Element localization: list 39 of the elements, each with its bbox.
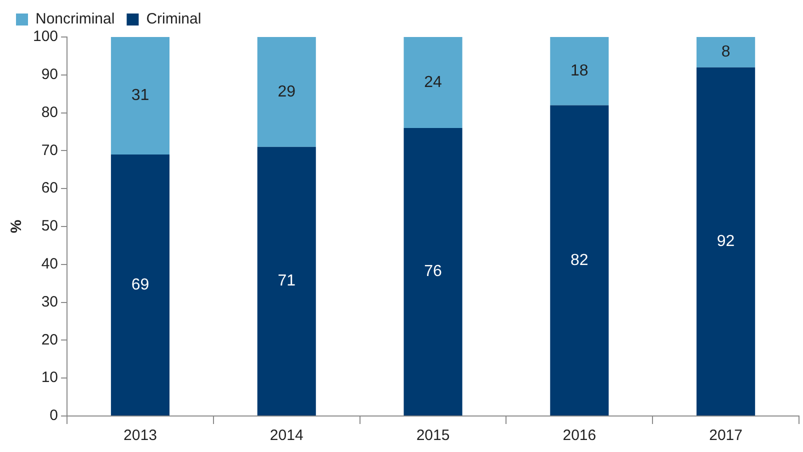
bar [257, 37, 316, 147]
x-tick-label: 2015 [416, 427, 450, 444]
bar [404, 128, 462, 416]
legend-label: Noncriminal [36, 10, 115, 28]
y-tick-label: 70 [41, 142, 58, 159]
y-tick-label: 90 [41, 66, 58, 84]
y-tick-label: 60 [41, 180, 58, 197]
data-label: 71 [278, 272, 296, 290]
legend-label: Criminal [146, 10, 202, 28]
y-tick-label: 100 [32, 28, 58, 46]
bar [110, 154, 170, 416]
y-tick-label: 40 [41, 256, 58, 273]
data-label: 8 [721, 44, 730, 61]
x-tick-label: 2017 [709, 427, 742, 444]
bar [696, 67, 756, 416]
y-tick-label: 30 [41, 293, 58, 310]
data-label: 29 [278, 83, 296, 100]
data-label: 31 [131, 87, 150, 104]
bar [257, 146, 316, 416]
y-tick-label: 0 [50, 407, 58, 424]
data-label: 69 [131, 276, 150, 294]
y-axis-title: % [8, 220, 26, 234]
data-label: 76 [424, 263, 442, 280]
data-label: 82 [570, 252, 588, 269]
data-label: 92 [716, 232, 735, 250]
bar [696, 37, 756, 68]
bar [110, 37, 170, 154]
x-tick-label: 2013 [124, 427, 157, 444]
bar [404, 37, 462, 128]
y-tick-label: 10 [41, 369, 58, 386]
y-tick-label: 20 [41, 331, 58, 348]
x-tick-label: 2014 [270, 427, 304, 444]
data-label: 18 [570, 62, 588, 80]
bar [550, 105, 609, 416]
data-label: 24 [424, 74, 442, 91]
x-tick-label: 2016 [562, 427, 596, 444]
y-tick-label: 50 [41, 218, 58, 235]
y-tick-label: 80 [41, 104, 58, 121]
bar [550, 37, 609, 106]
